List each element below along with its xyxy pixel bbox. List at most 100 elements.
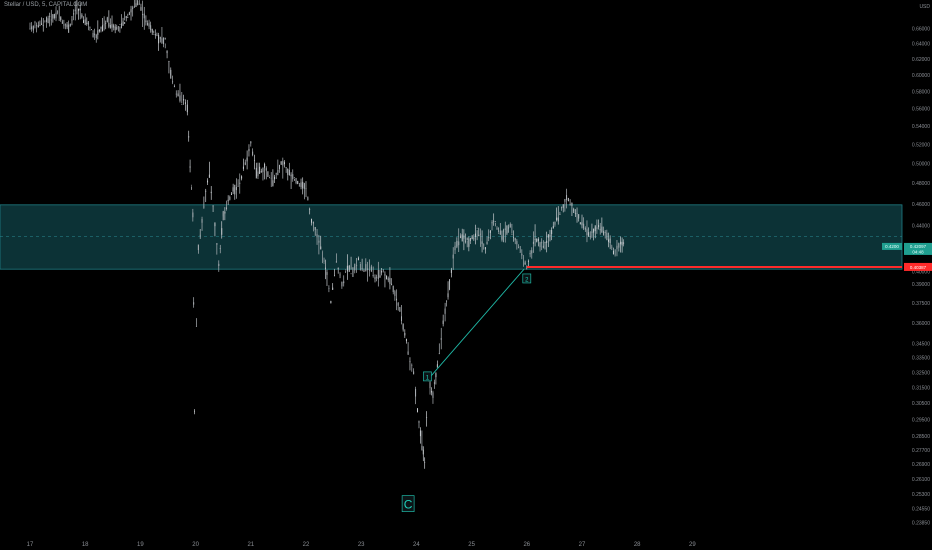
candle-body	[63, 24, 65, 26]
candle-body	[292, 174, 294, 180]
candle-body	[367, 268, 369, 270]
y-tick-label: 0.31500	[912, 386, 930, 392]
candle-body	[551, 230, 553, 235]
candle-body	[58, 19, 60, 21]
candle-body	[154, 34, 156, 36]
candle-body	[508, 227, 510, 229]
candle-body	[350, 273, 352, 275]
candle-body	[117, 26, 119, 27]
x-tick-label: 22	[303, 542, 310, 548]
candle-body	[417, 408, 419, 413]
candle-body	[218, 263, 220, 267]
candle-body	[449, 279, 451, 290]
wave-trendline[interactable]	[429, 268, 525, 378]
x-tick-label: 24	[413, 542, 420, 548]
candle-body	[346, 265, 348, 272]
candle-body	[151, 28, 153, 33]
candle-body	[163, 37, 165, 45]
candle-body	[300, 182, 302, 187]
candle-body	[394, 291, 396, 296]
candle-body	[242, 166, 244, 169]
candle-body	[576, 213, 578, 214]
y-tick-label: 0.34500	[912, 341, 930, 347]
candle-body	[579, 222, 581, 225]
candle-body	[372, 274, 374, 277]
candle-body	[458, 241, 460, 246]
x-tick-label: 25	[468, 542, 475, 548]
candle-body	[314, 226, 316, 230]
support-price-tag[interactable]	[904, 262, 932, 271]
candle-body	[503, 230, 505, 232]
candle-body	[81, 14, 83, 18]
candle-body	[237, 186, 239, 187]
candle-body	[183, 98, 185, 101]
candle-body	[122, 21, 124, 26]
candle-body	[76, 3, 78, 6]
candle-body	[511, 233, 513, 235]
candle-body	[195, 326, 197, 327]
candle-body	[603, 231, 605, 235]
y-tick-label: 0.64000	[912, 41, 930, 47]
candle-body	[232, 187, 234, 192]
candle-body	[98, 29, 100, 32]
candle-body	[409, 361, 411, 363]
candle-body	[224, 211, 226, 214]
candle-body	[433, 382, 435, 384]
candle-body	[69, 23, 71, 27]
candle-body	[335, 261, 337, 263]
candle-body	[506, 225, 508, 234]
candle-body	[114, 26, 116, 31]
candle-body	[574, 213, 576, 214]
y-tick-label: 0.24550	[912, 507, 930, 513]
candle-body	[189, 166, 191, 168]
candle-body	[100, 26, 102, 29]
y-tick-label: 0.27700	[912, 448, 930, 454]
candle-body	[68, 24, 70, 33]
candle-body	[235, 186, 237, 190]
candle-body	[205, 190, 207, 192]
candle-body	[491, 222, 493, 224]
candle-body	[509, 224, 511, 228]
candle-body	[52, 14, 54, 19]
x-tick-label: 29	[689, 542, 696, 548]
wave-label-box-1	[423, 371, 432, 382]
candle-body	[501, 235, 503, 240]
candle-body	[379, 275, 381, 278]
candle-body	[599, 228, 601, 231]
candle-body	[132, 7, 134, 9]
candle-body	[529, 252, 531, 255]
candle-body	[108, 22, 110, 27]
candle-body	[201, 219, 203, 223]
candle-body	[109, 25, 111, 29]
candle-body	[29, 28, 31, 30]
candle-body	[486, 241, 488, 245]
candle-body	[311, 218, 313, 223]
current-price-tag[interactable]	[904, 242, 932, 255]
price-axis[interactable]	[904, 0, 932, 550]
candle-body	[532, 241, 534, 244]
candle-body	[357, 257, 359, 261]
symbol-header[interactable]: Stellar / USD, 5, CAPITALCOM	[4, 2, 88, 8]
candle-body	[257, 171, 259, 177]
candle-body	[312, 221, 314, 224]
candle-body	[552, 226, 554, 229]
candle-body	[469, 237, 471, 242]
candle-body	[612, 250, 614, 255]
candle-body	[618, 243, 620, 248]
candle-body	[569, 203, 571, 206]
x-tick-label: 28	[634, 542, 641, 548]
candle-body	[514, 238, 516, 241]
candle-body	[61, 21, 63, 24]
candle-body	[620, 241, 622, 245]
candle-body	[498, 233, 500, 234]
candle-body	[287, 168, 289, 175]
candle-body	[354, 263, 356, 271]
candle-body	[156, 34, 158, 36]
supply-zone[interactable]	[0, 204, 903, 270]
y-tick-label: 0.56000	[912, 106, 930, 112]
candle-body	[621, 241, 623, 246]
candle-body	[116, 26, 118, 30]
candle-body	[435, 372, 437, 378]
candle-body	[566, 195, 568, 201]
